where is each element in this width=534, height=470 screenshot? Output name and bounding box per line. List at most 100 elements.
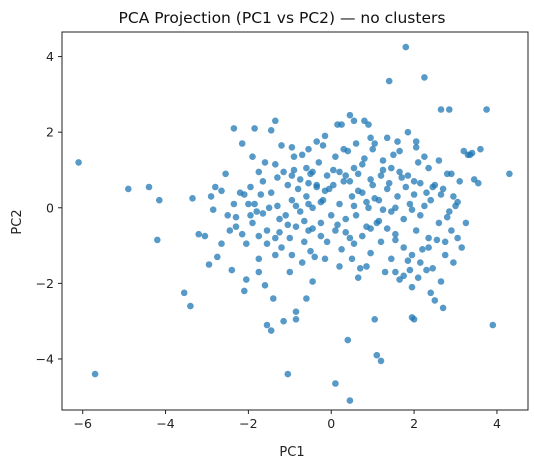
data-point: [385, 179, 393, 187]
data-point: [292, 223, 300, 230]
data-point: [354, 187, 362, 195]
data-point: [255, 268, 263, 276]
data-point: [278, 142, 285, 149]
data-point: [408, 251, 416, 259]
data-point: [207, 193, 215, 200]
data-point: [404, 172, 412, 179]
data-point: [249, 219, 256, 227]
data-point: [414, 159, 422, 166]
data-point: [228, 266, 236, 274]
data-point: [309, 278, 316, 285]
data-point: [272, 234, 279, 242]
data-point: [309, 168, 316, 176]
data-point: [255, 232, 263, 240]
data-point: [367, 249, 374, 257]
data-point: [296, 176, 304, 183]
data-point: [350, 202, 358, 210]
data-point: [400, 244, 408, 251]
data-point: [334, 221, 341, 229]
data-point: [272, 251, 279, 259]
data-point: [456, 178, 464, 185]
data-point: [342, 229, 350, 236]
data-point: [205, 261, 213, 268]
data-point: [435, 157, 443, 164]
data-point: [454, 234, 461, 242]
data-point: [417, 179, 424, 187]
data-point: [75, 159, 82, 166]
data-point: [477, 145, 484, 153]
data-point: [290, 153, 298, 160]
data-point: [342, 215, 350, 223]
data-point: [361, 155, 368, 162]
y-tick-label: −4: [36, 351, 54, 366]
data-point: [348, 193, 356, 200]
data-point: [404, 128, 412, 136]
x-axis-label: PC1: [279, 445, 304, 460]
data-point: [286, 234, 294, 242]
data-point: [433, 236, 441, 244]
data-point: [292, 316, 300, 323]
data-point: [251, 125, 258, 132]
data-point: [232, 223, 240, 230]
data-point: [332, 227, 339, 234]
data-point: [323, 238, 331, 246]
data-point: [301, 217, 308, 225]
data-point: [371, 195, 379, 202]
data-point: [402, 183, 410, 191]
data-point: [276, 229, 283, 236]
data-point: [425, 164, 432, 172]
data-point: [367, 176, 374, 183]
data-point: [311, 253, 319, 261]
data-point: [209, 206, 217, 213]
data-point: [330, 166, 337, 174]
data-point: [350, 164, 358, 172]
data-point: [367, 134, 374, 142]
data-point: [284, 221, 292, 229]
data-point: [243, 276, 250, 283]
data-point: [356, 265, 364, 272]
data-point: [321, 132, 329, 140]
x-tick-label: −4: [156, 416, 174, 431]
data-point: [398, 174, 406, 181]
data-point: [247, 183, 254, 191]
data-point: [365, 204, 372, 212]
data-point: [336, 168, 343, 176]
data-point: [276, 215, 283, 223]
data-point: [410, 316, 418, 323]
data-point: [377, 172, 385, 179]
data-point: [263, 321, 271, 329]
data-point: [400, 215, 408, 223]
data-point: [261, 282, 269, 289]
data-point: [294, 185, 302, 193]
data-point: [450, 259, 457, 266]
data-point: [363, 263, 370, 270]
data-point: [392, 230, 399, 238]
data-point: [267, 327, 275, 334]
data-point: [305, 179, 312, 187]
data-point: [257, 191, 265, 198]
data-point: [383, 185, 391, 193]
data-point: [425, 234, 432, 242]
data-point: [350, 117, 358, 125]
data-point: [309, 225, 316, 232]
data-point: [336, 200, 343, 208]
data-point: [249, 153, 256, 160]
data-point: [317, 219, 325, 227]
data-point: [373, 351, 381, 359]
data-point: [280, 168, 287, 176]
data-point: [367, 225, 374, 232]
data-point: [241, 191, 248, 198]
data-point: [307, 247, 314, 255]
data-point: [363, 198, 370, 206]
data-point: [342, 172, 350, 179]
data-point: [468, 149, 476, 157]
data-point: [417, 259, 424, 266]
data-point: [284, 370, 292, 378]
data-point: [390, 151, 397, 159]
data-point: [489, 321, 497, 329]
data-point: [91, 370, 99, 378]
y-tick-label: 0: [46, 200, 54, 215]
data-point: [425, 244, 432, 251]
data-point: [354, 170, 362, 178]
